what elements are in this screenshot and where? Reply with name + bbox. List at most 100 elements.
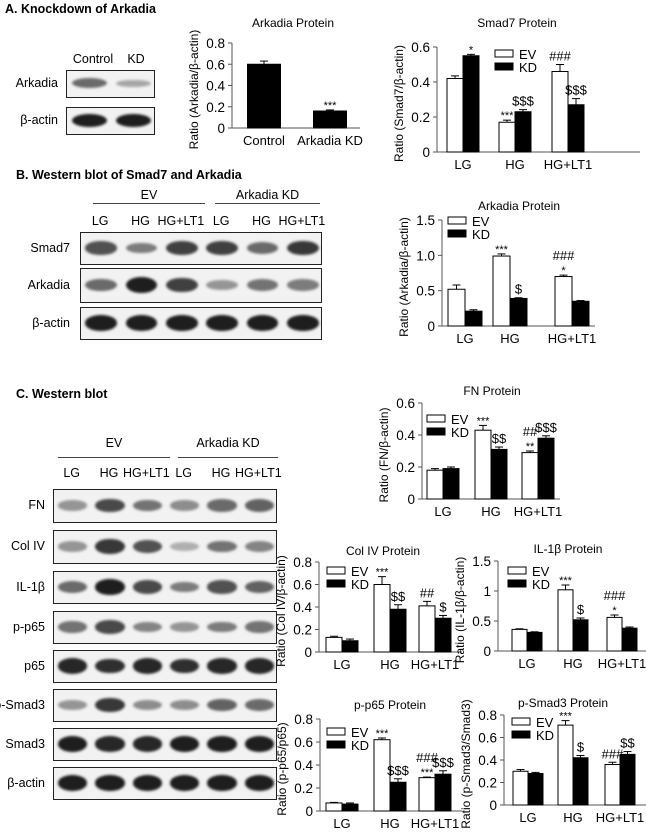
blot-row-label: Col IV <box>10 539 45 553</box>
y-tick-label: 1.0 <box>416 248 435 263</box>
significance-label: ## <box>420 585 435 600</box>
bar-ev-lg <box>446 78 464 153</box>
group-line <box>178 457 278 458</box>
significance-label: *** <box>559 575 573 587</box>
legend-label: EV <box>519 47 537 62</box>
bar-ev-lg <box>511 628 528 652</box>
x-tick-label: HG <box>481 504 501 519</box>
y-axis-label: Ratio (p-Smad3/Smad3) <box>459 699 473 828</box>
y-axis-label: Ratio (Arkadia/β-actin) <box>187 30 201 150</box>
legend-label: EV <box>536 715 554 730</box>
protein-band <box>207 580 237 594</box>
blot-strip <box>53 767 277 800</box>
bar-ev-hg-lt1 <box>418 777 436 812</box>
significance-label: *** <box>376 728 390 740</box>
protein-band <box>170 658 200 674</box>
y-tick-label: 0.8 <box>293 555 312 570</box>
significance-label: $ <box>515 282 523 297</box>
bar-kd-lg <box>341 640 359 653</box>
y-tick-label: 0 <box>305 804 313 819</box>
group-line <box>93 203 205 204</box>
blot-row-label: IL-1β <box>16 579 45 594</box>
group-line <box>215 203 320 204</box>
bar-kd-hg-lt1 <box>571 300 590 327</box>
lane-label: LG <box>175 466 192 480</box>
legend-swatch-ev <box>326 566 346 575</box>
bar-kd-hg-lt1 <box>567 104 585 153</box>
protein-band <box>170 500 200 511</box>
bar-kd-lg <box>464 310 483 327</box>
y-tick-label: 0 <box>217 121 225 136</box>
bar-ev-lg <box>512 770 529 806</box>
legend-label: EV <box>532 564 550 579</box>
y-axis-label: Ratio (p-p65/p65) <box>275 722 289 815</box>
protein-band <box>125 242 158 254</box>
significance-label: $$ <box>391 589 406 604</box>
protein-band <box>125 315 158 331</box>
significance-label: * <box>561 265 566 277</box>
panel-a-title: A. Knockdown of Arkadia <box>5 2 156 16</box>
protein-band <box>132 699 162 711</box>
significance-label: * <box>469 44 474 56</box>
protein-band <box>244 699 274 711</box>
protein-band <box>85 315 117 331</box>
protein-band <box>95 620 125 634</box>
protein-band <box>206 279 238 291</box>
blot-strip <box>66 107 155 135</box>
protein-band <box>132 580 162 594</box>
y-tick-label: 0.5 <box>472 614 491 629</box>
y-tick-label: 0.4 <box>396 428 415 443</box>
x-tick-label: HG+LT1 <box>544 157 593 172</box>
blot-strip <box>80 232 322 265</box>
blot-strip <box>53 489 277 523</box>
protein-band <box>244 621 274 633</box>
protein-band <box>246 278 279 292</box>
chart-title: p-p65 Protein <box>354 698 426 712</box>
y-tick-label: 0.2 <box>294 781 313 796</box>
x-tick-label: Control <box>243 133 285 148</box>
bar-kd-lg <box>462 55 480 153</box>
protein-band <box>132 621 162 633</box>
protein-band <box>170 699 200 711</box>
protein-band <box>58 541 88 552</box>
y-tick-label: 0.5 <box>416 284 435 299</box>
group-label: EV <box>140 188 158 202</box>
protein-band <box>132 539 162 554</box>
protein-band <box>170 622 200 632</box>
legend-label: KD <box>536 728 554 743</box>
y-tick-label: 0 <box>489 798 497 813</box>
blot-row-label: p-Smad3 <box>0 697 45 712</box>
blot-strip <box>80 268 322 303</box>
y-tick-label: 0.2 <box>396 460 415 475</box>
protein-band <box>166 241 198 255</box>
significance-label: $$$ <box>387 763 409 778</box>
significance-label: *** <box>376 567 390 579</box>
blot-strip <box>80 307 322 340</box>
legend-label: KD <box>532 577 550 592</box>
protein-band <box>287 240 319 256</box>
protein-band <box>58 658 88 674</box>
protein-band <box>132 775 162 791</box>
bar-ev-hg-lt1 <box>606 616 623 652</box>
bar-kd-hg <box>509 297 528 327</box>
legend-swatch-kd <box>426 427 446 436</box>
protein-band <box>71 113 107 128</box>
blot-row-label: Smad3 <box>5 736 45 751</box>
protein-band <box>207 658 237 674</box>
protein-band <box>244 499 274 512</box>
legend-swatch-kd <box>494 62 514 71</box>
significance-label: $$$ <box>535 420 557 435</box>
lane-label: LG <box>212 214 230 228</box>
y-tick-label: 0.4 <box>206 79 225 94</box>
significance-label: $ <box>577 602 585 617</box>
y-tick-label: 1.5 <box>472 554 491 569</box>
legend-label: EV <box>472 214 490 229</box>
protein-band <box>95 775 125 791</box>
protein-band <box>71 78 107 89</box>
y-axis-label: Ratio (Arkadia/β-actin) <box>397 217 411 337</box>
legend-label: KD <box>472 227 490 242</box>
protein-band <box>95 658 125 674</box>
bar-ev-hg-lt1 <box>604 764 621 806</box>
blot-row-label: β-actin <box>32 315 70 330</box>
